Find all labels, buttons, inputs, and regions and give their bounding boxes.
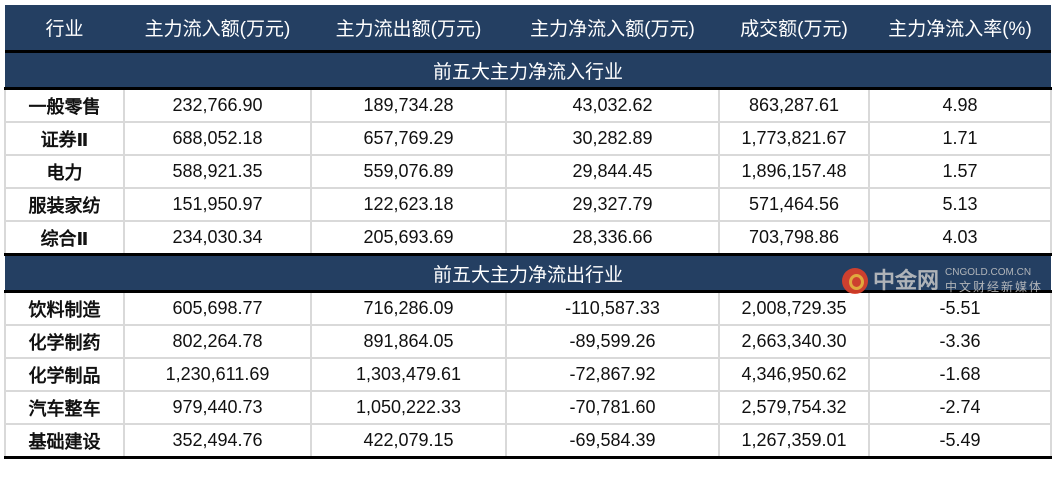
section-header-row: 前五大主力净流入行业 <box>5 51 1051 89</box>
table-cell: 863,287.61 <box>718 87 870 123</box>
table-cell: 28,336.66 <box>505 220 720 256</box>
table-cell: 232,766.90 <box>123 87 312 123</box>
table-cell: 30,282.89 <box>505 121 720 156</box>
industry-name: 饮料制造 <box>4 290 125 326</box>
table-cell: 2,008,729.35 <box>718 290 870 326</box>
table-cell: -110,587.33 <box>505 290 720 326</box>
table-row: 证券Ⅱ 688,052.18 657,769.29 30,282.89 1,773,82… <box>4 121 1052 156</box>
table-cell: 571,464.56 <box>718 187 870 222</box>
column-header: 成交额(万元) <box>719 5 869 52</box>
table-cell: 234,030.34 <box>123 220 312 256</box>
column-header: 行业 <box>5 5 124 52</box>
table-cell: 43,032.62 <box>505 87 720 123</box>
table-cell: 1,303,479.61 <box>310 357 507 392</box>
industry-name: 汽车整车 <box>4 390 125 425</box>
table-cell: -89,599.26 <box>505 324 720 359</box>
table-row: 综合Ⅱ 234,030.34 205,693.69 28,336.66 703,798.… <box>4 220 1052 256</box>
table-row: 一般零售 232,766.90 189,734.28 43,032.62 863,287… <box>4 87 1052 123</box>
table-cell: 2,579,754.32 <box>718 390 870 425</box>
table-cell: 189,734.28 <box>310 87 507 123</box>
section-cell: 前五大主力净流入行业 <box>5 51 1051 89</box>
industry-name: 综合Ⅱ <box>4 220 125 256</box>
table-cell: -72,867.92 <box>505 357 720 392</box>
section-title: 前五大主力净流入行业 <box>432 61 623 83</box>
table-cell: 422,079.15 <box>310 423 507 459</box>
industry-name: 化学制药 <box>4 324 125 359</box>
column-header: 主力净流入率(%) <box>869 5 1051 52</box>
table-cell: 1.57 <box>868 154 1052 189</box>
table-cell: 205,693.69 <box>310 220 507 256</box>
table-cell: 29,327.79 <box>505 187 720 222</box>
section-header-row: 前五大主力净流出行业 <box>5 254 1051 292</box>
column-header: 主力流入额(万元) <box>124 5 311 52</box>
table-row: 化学制品 1,230,611.69 1,303,479.61 -72,867.92 4,… <box>4 357 1052 392</box>
table-cell: 1.71 <box>868 121 1052 156</box>
industry-name: 电力 <box>4 154 125 189</box>
table-cell: 559,076.89 <box>310 154 507 189</box>
industry-name: 一般零售 <box>4 87 125 123</box>
table-row: 基础建设 352,494.76 422,079.15 -69,584.39 1,267,… <box>4 423 1052 459</box>
table-cell: -69,584.39 <box>505 423 720 459</box>
section-cell: 前五大主力净流出行业 <box>5 254 1051 292</box>
table-cell: 151,950.97 <box>123 187 312 222</box>
table-cell: 688,052.18 <box>123 121 312 156</box>
column-header: 主力净流入额(万元) <box>506 5 719 52</box>
table-cell: 1,896,157.48 <box>718 154 870 189</box>
section-title: 前五大主力净流出行业 <box>432 264 623 286</box>
table-cell: 4.98 <box>868 87 1052 123</box>
industry-name: 化学制品 <box>4 357 125 392</box>
table-cell: 2,663,340.30 <box>718 324 870 359</box>
table-cell: 716,286.09 <box>310 290 507 326</box>
table-cell: 802,264.78 <box>123 324 312 359</box>
table-cell: -1.68 <box>868 357 1052 392</box>
table-cell: 5.13 <box>868 187 1052 222</box>
table-cell: 122,623.18 <box>310 187 507 222</box>
table-row: 汽车整车 979,440.73 1,050,222.33 -70,781.60 2,57… <box>4 390 1052 425</box>
table-cell: 1,773,821.67 <box>718 121 870 156</box>
table-row: 电力 588,921.35 559,076.89 29,844.45 1,896,157… <box>4 154 1052 189</box>
table-cell: -5.51 <box>868 290 1052 326</box>
table-row: 服装家纺 151,950.97 122,623.18 29,327.79 571,464… <box>4 187 1052 222</box>
table-cell: 979,440.73 <box>123 390 312 425</box>
table-cell: 4.03 <box>868 220 1052 256</box>
table-cell: 352,494.76 <box>123 423 312 459</box>
header-row: 行业 主力流入额(万元) 主力流出额(万元) 主力净流入额(万元) 成交额(万元) 主力净… <box>5 5 1051 52</box>
table-cell: -3.36 <box>868 324 1052 359</box>
table-cell: 703,798.86 <box>718 220 870 256</box>
table-cell: 1,230,611.69 <box>123 357 312 392</box>
industry-name: 证券Ⅱ <box>4 121 125 156</box>
table-cell: 657,769.29 <box>310 121 507 156</box>
table-cell: 1,267,359.01 <box>718 423 870 459</box>
industry-name: 服装家纺 <box>4 187 125 222</box>
table-cell: 29,844.45 <box>505 154 720 189</box>
table-row: 饮料制造 605,698.77 716,286.09 -110,587.33 2,008… <box>4 290 1052 326</box>
table-cell: -70,781.60 <box>505 390 720 425</box>
table-row: 化学制药 802,264.78 891,864.05 -89,599.26 2,663,… <box>4 324 1052 359</box>
table-cell: 891,864.05 <box>310 324 507 359</box>
table-cell: -5.49 <box>868 423 1052 459</box>
industry-flow-table: 行业 主力流入额(万元) 主力流出额(万元) 主力净流入额(万元) 成交额(万元) 主力净… <box>4 5 1052 459</box>
column-header: 主力流出额(万元) <box>311 5 506 52</box>
table-cell: 1,050,222.33 <box>310 390 507 425</box>
table-cell: -2.74 <box>868 390 1052 425</box>
industry-name: 基础建设 <box>4 423 125 459</box>
table-cell: 4,346,950.62 <box>718 357 870 392</box>
table-cell: 588,921.35 <box>123 154 312 189</box>
table-cell: 605,698.77 <box>123 290 312 326</box>
